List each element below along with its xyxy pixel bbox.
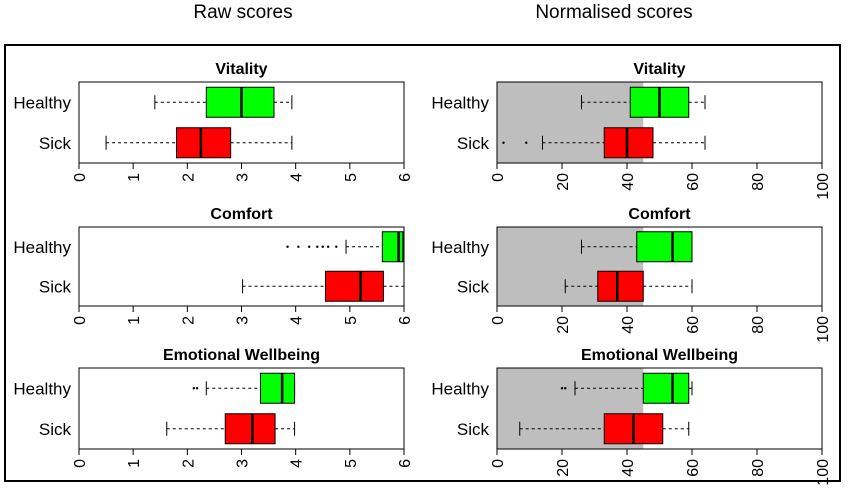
outlier-point <box>297 245 300 248</box>
raw-scores-heading: Raw scores <box>193 2 293 23</box>
x-tick-label: 4 <box>289 459 306 468</box>
x-tick-label: 100 <box>815 316 832 343</box>
x-tick-label: 20 <box>555 316 572 334</box>
outlier-point <box>316 245 319 248</box>
boxplot-panel: Vitality Healthy Sick 0 20 40 60 80 100 <box>431 61 832 200</box>
iqr-box <box>176 127 232 159</box>
group-label: Healthy <box>13 379 71 398</box>
outlier-point <box>335 245 338 248</box>
group-label: Sick <box>457 277 490 296</box>
x-tick-label: 4 <box>289 173 306 182</box>
group-label: Sick <box>457 134 490 153</box>
iqr-box <box>642 372 690 404</box>
x-tick-label: 80 <box>750 316 767 334</box>
x-tick-label: 4 <box>289 316 306 325</box>
x-tick-label: 5 <box>343 459 360 468</box>
x-tick-label: 1 <box>126 316 143 325</box>
group-label: Sick <box>39 420 72 439</box>
group-label: Healthy <box>431 238 489 257</box>
outlier-point <box>192 387 196 390</box>
x-tick-label: 0 <box>72 173 89 182</box>
x-tick-label: 3 <box>235 173 252 182</box>
x-tick-label: 20 <box>555 459 572 477</box>
outlier-point <box>308 245 311 248</box>
x-tick-label: 40 <box>620 459 637 477</box>
panel-title: Comfort <box>628 206 691 223</box>
panel-title: Emotional Wellbeing <box>581 347 738 364</box>
outlier-point <box>286 245 289 248</box>
outlier-point <box>195 387 199 390</box>
panel-title: Vitality <box>215 61 267 78</box>
group-label: Sick <box>457 420 490 439</box>
x-tick-label: 2 <box>180 173 197 182</box>
x-tick-label: 60 <box>685 173 702 191</box>
outlier-point <box>502 141 505 144</box>
boxplot-panel: Emotional Wellbeing Healthy Sick 0 1 2 3 4 5 6 <box>13 347 414 468</box>
x-tick-label: 60 <box>685 316 702 334</box>
x-tick-label: 1 <box>126 173 143 182</box>
outlier-point <box>525 141 528 144</box>
iqr-box <box>324 270 384 302</box>
x-tick-label: 0 <box>72 459 89 468</box>
x-tick-label: 3 <box>235 316 252 325</box>
iqr-box <box>205 86 275 118</box>
x-tick-label: 5 <box>343 316 360 325</box>
x-tick-label: 40 <box>620 316 637 334</box>
outlier-point <box>564 387 567 390</box>
iqr-box <box>224 413 276 445</box>
group-label: Healthy <box>431 379 489 398</box>
outlier-point <box>326 245 330 248</box>
x-tick-label: 6 <box>397 459 414 468</box>
x-tick-label: 0 <box>490 173 507 182</box>
iqr-box <box>597 270 644 302</box>
plot-border <box>496 81 823 164</box>
x-tick-label: 0 <box>490 316 507 325</box>
panel-title: Emotional Wellbeing <box>163 347 320 364</box>
boxplot-panel: Vitality Healthy Sick 0 1 2 3 4 5 6 <box>13 61 414 182</box>
boxplot-panel: Comfort Healthy Sick 0 20 40 60 80 100 <box>431 206 832 343</box>
outlier-point <box>560 387 564 390</box>
x-tick-label: 0 <box>72 316 89 325</box>
group-label: Healthy <box>431 93 489 112</box>
iqr-box <box>603 127 654 159</box>
panel-title: Comfort <box>210 206 273 223</box>
iqr-box <box>259 372 296 404</box>
boxplot-panel: Comfort Healthy Sick 0 1 2 3 4 5 6 <box>13 206 414 325</box>
x-tick-label: 2 <box>180 316 197 325</box>
x-tick-label: 100 <box>815 173 832 200</box>
x-tick-label: 100 <box>815 459 832 486</box>
plot-border <box>496 367 823 450</box>
plot-border <box>496 226 823 307</box>
group-label: Sick <box>39 277 72 296</box>
x-tick-label: 60 <box>685 459 702 477</box>
x-tick-label: 20 <box>555 173 572 191</box>
x-tick-label: 80 <box>750 173 767 191</box>
boxplot-panel: Emotional Wellbeing Healthy Sick 0 20 40 60 80 1… <box>431 347 832 486</box>
x-tick-label: 6 <box>397 173 414 182</box>
outlier-point <box>321 245 324 248</box>
group-label: Sick <box>39 134 72 153</box>
panel-title: Vitality <box>633 61 685 78</box>
x-tick-label: 0 <box>490 459 507 468</box>
iqr-box <box>636 231 693 263</box>
x-tick-label: 40 <box>620 173 637 191</box>
group-label: Healthy <box>13 238 71 257</box>
figure-frame <box>4 44 841 482</box>
x-tick-label: 1 <box>126 459 143 468</box>
x-tick-label: 6 <box>397 316 414 325</box>
x-tick-label: 3 <box>235 459 252 468</box>
x-tick-label: 80 <box>750 459 767 477</box>
normalised-scores-heading: Normalised scores <box>535 2 693 23</box>
x-tick-label: 5 <box>343 173 360 182</box>
x-tick-label: 2 <box>180 459 197 468</box>
group-label: Healthy <box>13 93 71 112</box>
